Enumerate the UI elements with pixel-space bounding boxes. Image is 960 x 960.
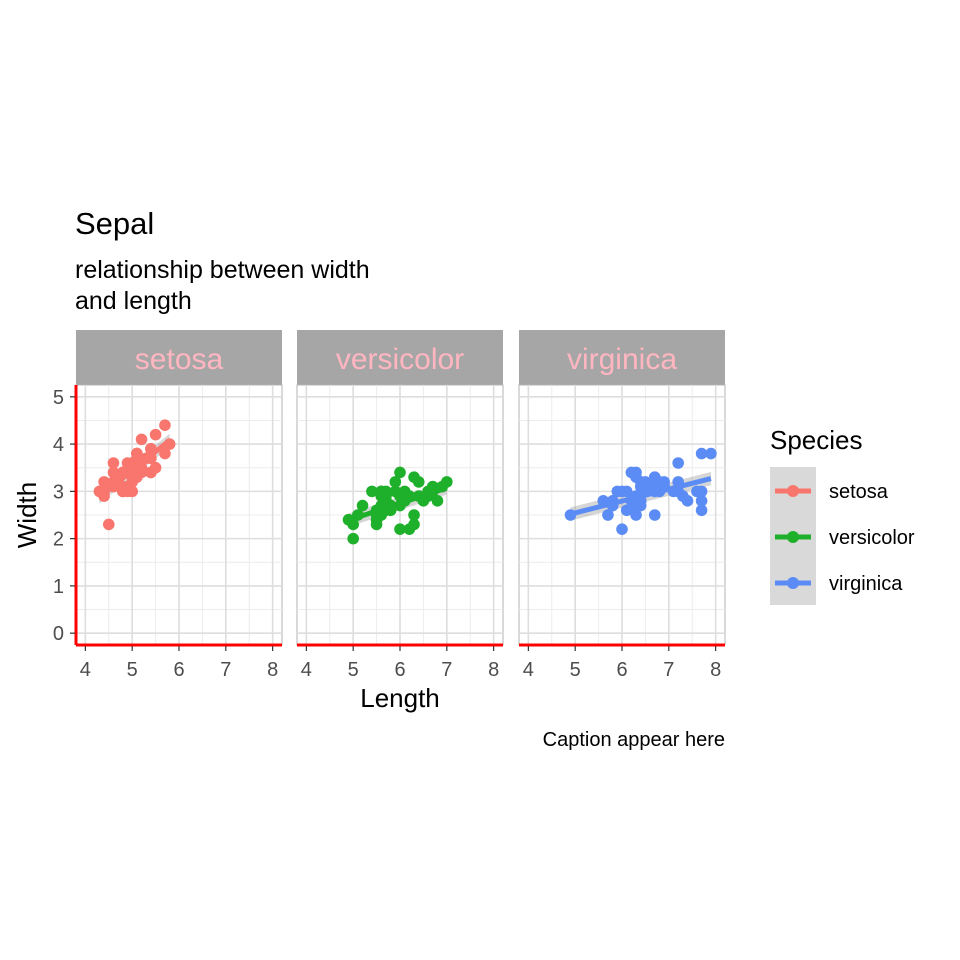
- facet-strip-versicolor: [297, 330, 503, 385]
- facet-strip-label-versicolor: versicolor: [336, 343, 464, 376]
- data-point-setosa: [159, 447, 171, 460]
- data-point-versicolor: [380, 495, 392, 507]
- data-point-virginica: [648, 471, 661, 483]
- data-point-versicolor: [408, 518, 420, 531]
- x-tick-label: 7: [663, 659, 674, 681]
- data-point-setosa: [135, 433, 148, 446]
- facet-panel-versicolor: versicolor 4 5 6 7 8: [296, 330, 504, 681]
- facet-strip-label-setosa: setosa: [135, 343, 224, 376]
- trend-line-setosa: [97, 438, 172, 499]
- data-point-setosa: [107, 466, 120, 479]
- legend-item-setosa: setosa: [775, 481, 889, 503]
- data-point-versicolor: [389, 476, 402, 488]
- data-point-virginica: [672, 457, 684, 469]
- legend-label-virginica: virginica: [829, 573, 903, 595]
- legend-key-point: [787, 531, 799, 543]
- data-point-versicolor: [366, 485, 378, 498]
- x-tick-label: 8: [488, 659, 499, 681]
- data-point-versicolor: [347, 532, 359, 545]
- legend-label-setosa: setosa: [829, 481, 889, 503]
- x-tick-label: 5: [570, 659, 581, 681]
- data-point-virginica: [625, 466, 638, 479]
- y-axis-title: Width: [12, 482, 42, 548]
- x-tick-label: 5: [348, 659, 359, 681]
- data-point-virginica: [620, 504, 633, 517]
- data-point-virginica: [695, 504, 708, 517]
- x-tick-label: 8: [267, 659, 278, 681]
- data-point-setosa: [149, 461, 162, 474]
- trend-line-virginica: [569, 476, 712, 517]
- chart-subtitle-line-1: relationship between width: [75, 256, 370, 284]
- data-point-virginica: [630, 509, 642, 521]
- facet-strip-virginica: [519, 330, 725, 385]
- x-tick-label: 6: [616, 659, 627, 681]
- trend-line-versicolor: [347, 485, 448, 523]
- data-point-setosa: [102, 518, 115, 531]
- y-tick-label: 5: [53, 387, 64, 409]
- data-point-versicolor: [394, 466, 406, 479]
- data-point-setosa: [131, 447, 143, 460]
- data-point-virginica: [602, 509, 614, 521]
- x-tick-label: 6: [394, 659, 405, 681]
- data-point-virginica: [681, 495, 694, 507]
- data-point-virginica: [695, 495, 708, 507]
- x-tick-label: 4: [523, 659, 534, 681]
- data-point-setosa: [149, 428, 162, 441]
- data-point-setosa: [107, 457, 120, 469]
- chart-subtitle-line-2: and length: [75, 287, 192, 315]
- y-tick-label: 0: [53, 623, 64, 645]
- data-point-virginica: [705, 447, 717, 460]
- data-point-virginica: [616, 523, 628, 535]
- data-point-versicolor: [394, 523, 406, 535]
- legend-item-virginica: virginica: [775, 573, 903, 595]
- facet-strip-label-virginica: virginica: [567, 343, 677, 376]
- chart-caption: Caption appear here: [543, 729, 725, 751]
- chart-title: Sepal: [75, 206, 154, 241]
- data-point-setosa: [98, 476, 110, 488]
- legend: Species setosa versicolor virginica: [770, 425, 915, 605]
- legend-title: Species: [770, 425, 863, 455]
- y-tick-label: 2: [53, 529, 64, 551]
- legend-item-versicolor: versicolor: [775, 527, 915, 549]
- data-point-virginica: [695, 447, 708, 460]
- data-point-versicolor: [408, 471, 420, 483]
- facet-panel-setosa: setosa 4 5 6 7 8 0 1 2 3 4 5: [53, 330, 283, 681]
- data-point-setosa: [159, 419, 171, 431]
- x-tick-label: 8: [710, 659, 721, 681]
- x-tick-label: 4: [80, 659, 91, 681]
- data-point-setosa: [117, 485, 129, 498]
- legend-key-point: [787, 577, 799, 589]
- legend-label-versicolor: versicolor: [829, 527, 915, 549]
- x-tick-label: 4: [301, 659, 312, 681]
- data-point-virginica: [695, 485, 708, 498]
- data-point-virginica: [648, 509, 661, 521]
- data-point-versicolor: [408, 509, 420, 521]
- facet-strip-setosa: [76, 330, 282, 385]
- x-axis-title: Length: [360, 683, 440, 713]
- data-point-versicolor: [431, 495, 444, 507]
- x-tick-label: 7: [220, 659, 231, 681]
- data-point-virginica: [611, 485, 624, 498]
- data-point-versicolor: [356, 499, 369, 512]
- x-tick-label: 7: [441, 659, 452, 681]
- facet-panel-virginica: virginica 4 5 6 7 8: [518, 330, 726, 681]
- y-tick-label: 4: [53, 434, 64, 456]
- y-tick-label: 3: [53, 481, 64, 503]
- x-tick-label: 5: [127, 659, 138, 681]
- legend-key-point: [787, 485, 799, 497]
- x-tick-label: 6: [173, 659, 184, 681]
- y-tick-label: 1: [53, 576, 64, 598]
